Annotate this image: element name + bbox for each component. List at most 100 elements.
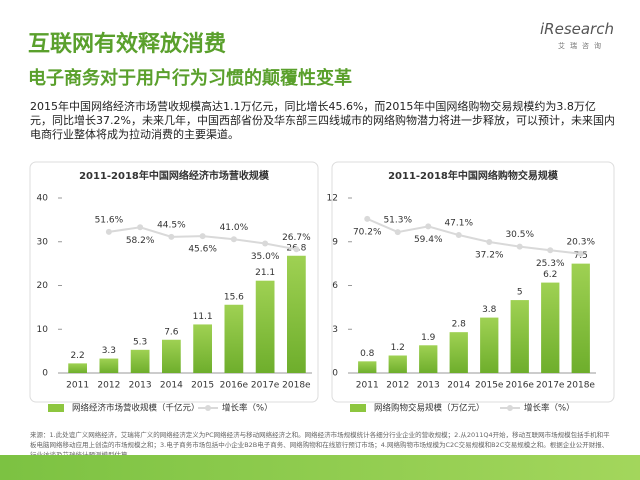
growth-point bbox=[486, 238, 493, 245]
x-tick-label: 2015 bbox=[191, 381, 214, 391]
growth-point bbox=[364, 215, 371, 222]
y-tick-label: 6 bbox=[332, 281, 338, 291]
growth-label: 51.6% bbox=[95, 215, 124, 225]
bar-label: 2.2 bbox=[70, 351, 84, 361]
bar bbox=[68, 363, 87, 373]
y-tick-label: 3 bbox=[332, 325, 338, 335]
chart-title: 2011-2018年中国网络购物交易规模 bbox=[388, 169, 559, 182]
x-tick-label: 2017e bbox=[251, 381, 280, 391]
growth-label: 26.7% bbox=[282, 233, 311, 243]
x-tick-label: 2015e bbox=[475, 381, 504, 391]
legend-swatch bbox=[350, 404, 366, 412]
growth-label: 70.2% bbox=[353, 227, 382, 237]
growth-point bbox=[137, 224, 144, 231]
bar bbox=[193, 324, 212, 373]
logo-sub: 艾瑞咨询 bbox=[558, 42, 606, 50]
x-tick-label: 2012 bbox=[97, 381, 120, 391]
legend-label: 增长率（%） bbox=[222, 403, 273, 414]
bar-label: 6.2 bbox=[543, 270, 557, 280]
legend-label: 增长率（%） bbox=[524, 403, 575, 414]
logo: iResearch bbox=[540, 20, 614, 38]
x-tick-label: 2014 bbox=[447, 381, 470, 391]
x-tick-label: 2016e bbox=[220, 381, 249, 391]
x-tick-label: 2018e bbox=[567, 381, 596, 391]
bar-label: 21.1 bbox=[255, 268, 275, 278]
growth-point bbox=[262, 240, 269, 247]
growth-point bbox=[105, 228, 112, 235]
y-tick-label: 10 bbox=[37, 325, 49, 335]
y-tick-label: 40 bbox=[37, 194, 49, 204]
growth-label: 51.3% bbox=[383, 216, 412, 226]
growth-label: 47.1% bbox=[444, 219, 473, 229]
bar-label: 7.6 bbox=[164, 327, 179, 337]
growth-point bbox=[199, 233, 206, 240]
x-tick-label: 2012 bbox=[386, 381, 409, 391]
bar bbox=[224, 304, 244, 373]
bar bbox=[541, 282, 560, 373]
legend-swatch bbox=[48, 404, 64, 412]
x-tick-label: 2016e bbox=[506, 381, 535, 391]
bar-label: 5 bbox=[517, 288, 523, 298]
growth-label: 37.2% bbox=[475, 250, 504, 260]
legend-label: 网络购物交易规模（万亿元） bbox=[374, 403, 485, 414]
bar-label: 11.1 bbox=[193, 312, 213, 322]
x-tick-label: 2017e bbox=[536, 381, 565, 391]
growth-point bbox=[455, 232, 462, 239]
bar-label: 3.8 bbox=[482, 305, 497, 315]
bar-label: 0.8 bbox=[360, 349, 375, 359]
bar-label: 15.6 bbox=[224, 292, 244, 302]
growth-label: 59.4% bbox=[414, 235, 443, 245]
growth-label: 44.5% bbox=[157, 220, 186, 230]
growth-label: 25.3% bbox=[536, 259, 565, 269]
growth-label: 45.6% bbox=[188, 245, 217, 255]
x-tick-label: 2011 bbox=[66, 381, 89, 391]
growth-point bbox=[293, 246, 300, 253]
y-tick-label: 0 bbox=[42, 369, 48, 379]
bar-label: 5.3 bbox=[133, 337, 147, 347]
bar-label: 2.8 bbox=[452, 320, 467, 330]
bar-label: 1.2 bbox=[391, 343, 405, 353]
panel bbox=[29, 161, 319, 403]
bar bbox=[99, 358, 119, 373]
bar bbox=[449, 332, 468, 373]
bar bbox=[162, 339, 181, 373]
growth-point bbox=[168, 233, 175, 240]
bar bbox=[287, 255, 306, 373]
page-number: 5 bbox=[603, 438, 610, 449]
x-tick-label: 2018e bbox=[282, 381, 311, 391]
chart-title: 2011-2018年中国网络经济市场营收规模 bbox=[79, 169, 270, 182]
y-tick-label: 20 bbox=[37, 281, 49, 291]
growth-label: 30.5% bbox=[505, 230, 534, 240]
growth-point bbox=[577, 250, 584, 257]
x-tick-label: 2011 bbox=[356, 381, 379, 391]
legend-swatch bbox=[205, 405, 211, 411]
growth-label: 35.0% bbox=[251, 252, 280, 262]
footer-band bbox=[0, 455, 640, 480]
growth-line bbox=[366, 217, 581, 255]
slide-subtitle: 电子商务对于用户行为习惯的颠覆性变革 bbox=[28, 68, 352, 89]
growth-point bbox=[516, 243, 523, 250]
bar bbox=[571, 263, 590, 373]
bar bbox=[255, 280, 275, 373]
bar-label: 1.9 bbox=[421, 333, 436, 343]
legend-swatch bbox=[507, 405, 513, 411]
x-tick-label: 2014 bbox=[160, 381, 183, 391]
bar bbox=[419, 345, 438, 373]
y-tick-label: 12 bbox=[327, 194, 338, 204]
y-tick-label: 30 bbox=[37, 237, 49, 247]
bar bbox=[388, 355, 407, 373]
bar bbox=[358, 361, 377, 373]
growth-point bbox=[425, 223, 432, 230]
growth-point bbox=[230, 236, 237, 243]
bar-label: 3.3 bbox=[102, 346, 116, 356]
slide-title: 互联网有效释放消费 bbox=[28, 32, 227, 57]
paragraph: 2015年中国网络经济市场营收规模高达1.1万亿元，同比增长45.6%，而201… bbox=[30, 100, 615, 141]
growth-point bbox=[394, 229, 401, 236]
bar bbox=[480, 317, 499, 373]
y-tick-label: 0 bbox=[332, 369, 338, 379]
x-tick-label: 2013 bbox=[417, 381, 440, 391]
x-tick-label: 2013 bbox=[129, 381, 152, 391]
growth-label: 20.3% bbox=[566, 237, 595, 247]
